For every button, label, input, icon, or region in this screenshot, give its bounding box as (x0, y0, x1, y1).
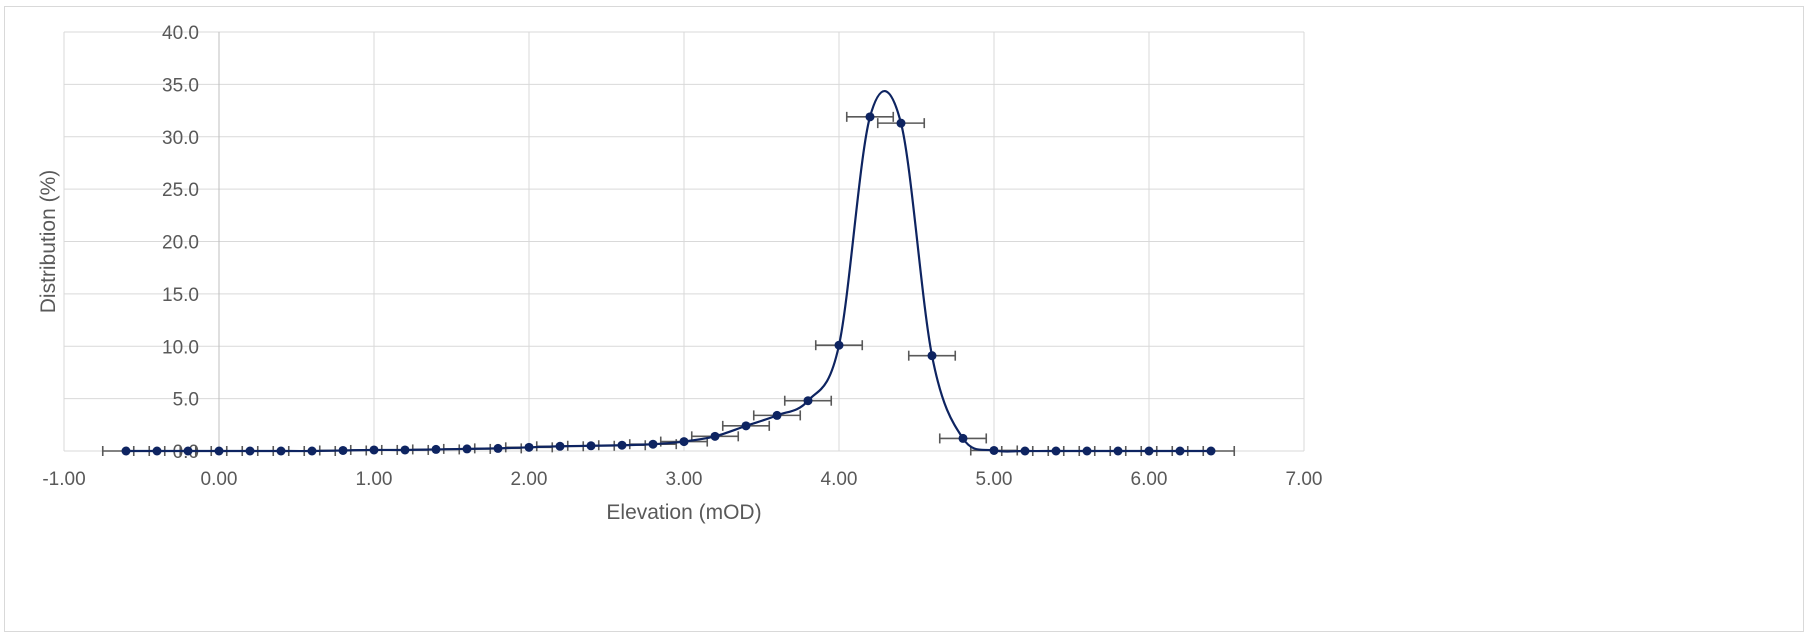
data-point (772, 410, 782, 420)
data-point (617, 440, 627, 450)
data-point (338, 445, 348, 455)
x-tick-label: 5.00 (976, 469, 1013, 490)
data-point (896, 118, 906, 128)
data-point (121, 446, 131, 456)
data-point (431, 444, 441, 454)
data-point (493, 443, 503, 453)
data-point (958, 433, 968, 443)
x-tick-labels: -1.00 0.00 1.00 2.00 3.00 4.00 5.00 6.00 7.00 (42, 469, 1322, 490)
data-point (865, 112, 875, 122)
x-tick-label: 3.00 (666, 469, 703, 490)
data-point (648, 439, 658, 449)
data-point (369, 445, 379, 455)
x-axis-title: Elevation (mOD) (606, 501, 761, 524)
y-tick-labels: 0.05.010.015.020.025.030.035.040.0 (162, 23, 199, 463)
y-tick-label: 20.0 (162, 233, 199, 254)
data-point (586, 441, 596, 451)
y-tick-label: 40.0 (162, 23, 199, 44)
data-point (400, 445, 410, 455)
data-point (1175, 446, 1185, 456)
x-tick-label: 2.00 (511, 469, 548, 490)
y-tick-label: 35.0 (162, 75, 199, 96)
x-tick-label: 4.00 (821, 469, 858, 490)
data-point (710, 431, 720, 441)
data-point (679, 437, 689, 447)
error-bars (101, 111, 1236, 456)
data-point (834, 340, 844, 350)
y-tick-label: 5.0 (173, 390, 199, 411)
data-point (152, 446, 162, 456)
data-point (741, 421, 751, 431)
data-point (214, 446, 224, 456)
data-points (121, 112, 1216, 456)
x-tick-label: 6.00 (1131, 469, 1168, 490)
chart-area (4, 6, 1804, 632)
data-point (307, 446, 317, 456)
data-point (524, 442, 534, 452)
data-point (1051, 446, 1061, 456)
x-tick-label: 7.00 (1286, 469, 1323, 490)
data-point (1082, 446, 1092, 456)
y-tick-label: 15.0 (162, 285, 199, 306)
x-tick-label: -1.00 (42, 469, 85, 490)
x-tick-label: 0.00 (201, 469, 238, 490)
x-tick-label: 1.00 (356, 469, 393, 490)
data-point (555, 441, 565, 451)
data-point (927, 351, 937, 361)
data-point (989, 445, 999, 455)
data-point (803, 396, 813, 406)
data-point (1206, 446, 1216, 456)
data-point (245, 446, 255, 456)
data-point (462, 444, 472, 454)
data-point (1020, 446, 1030, 456)
y-axis-title: Distribution (%) (37, 170, 60, 314)
data-point (183, 446, 193, 456)
data-point (1113, 446, 1123, 456)
data-point (1144, 446, 1154, 456)
data-point (276, 446, 286, 456)
y-tick-label: 30.0 (162, 128, 199, 149)
series-line (125, 90, 1211, 453)
y-tick-label: 10.0 (162, 337, 199, 358)
y-tick-label: 25.0 (162, 180, 199, 201)
